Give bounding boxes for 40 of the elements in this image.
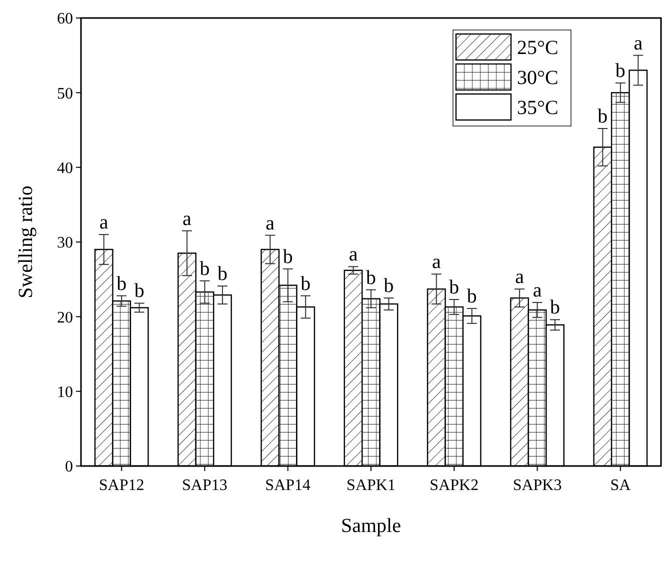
y-axis-title: Swelling ratio — [15, 186, 37, 298]
data-label: b — [615, 60, 626, 82]
y-tick-label: 60 — [57, 10, 73, 28]
x-tick-label: SAPK1 — [346, 477, 396, 494]
data-label: a — [532, 279, 542, 302]
y-tick-label: 40 — [57, 160, 73, 177]
data-label: a — [634, 32, 643, 54]
x-axis-title: Sample — [341, 515, 402, 537]
y-tick-label: 30 — [57, 234, 73, 252]
data-label: a — [432, 251, 441, 274]
data-label: b — [282, 246, 293, 268]
data-label: b — [300, 272, 311, 295]
legend-label: 35°C — [517, 97, 558, 119]
data-label: a — [266, 212, 275, 234]
data-label: a — [182, 208, 192, 230]
data-label: b — [384, 275, 394, 297]
data-label: b — [550, 296, 560, 319]
data-label: b — [116, 272, 127, 295]
data-label: a — [515, 266, 524, 288]
data-label: b — [366, 266, 376, 289]
y-tick-label: 50 — [57, 85, 73, 102]
x-tick-label: SAPK3 — [512, 477, 562, 494]
x-tick-label: SAP12 — [98, 477, 144, 494]
y-tick-label: 0 — [65, 458, 73, 476]
data-label: b — [466, 285, 477, 308]
data-label: b — [598, 106, 608, 128]
legend-label: 25°C — [517, 37, 558, 59]
data-label: b — [134, 280, 144, 302]
y-tick-label: 20 — [57, 309, 73, 326]
data-label: a — [348, 244, 358, 266]
x-tick-label: SAP14 — [265, 477, 311, 494]
x-tick-label: SAPK2 — [430, 477, 479, 494]
data-label: a — [99, 212, 108, 234]
x-tick-label: SA — [610, 477, 632, 494]
legend-label: 30°C — [517, 67, 558, 89]
y-tick-label: 10 — [57, 384, 73, 401]
data-label: b — [200, 258, 210, 280]
x-tick-label: SAP13 — [182, 477, 228, 494]
data-label: b — [217, 263, 228, 286]
data-label: b — [449, 276, 460, 298]
